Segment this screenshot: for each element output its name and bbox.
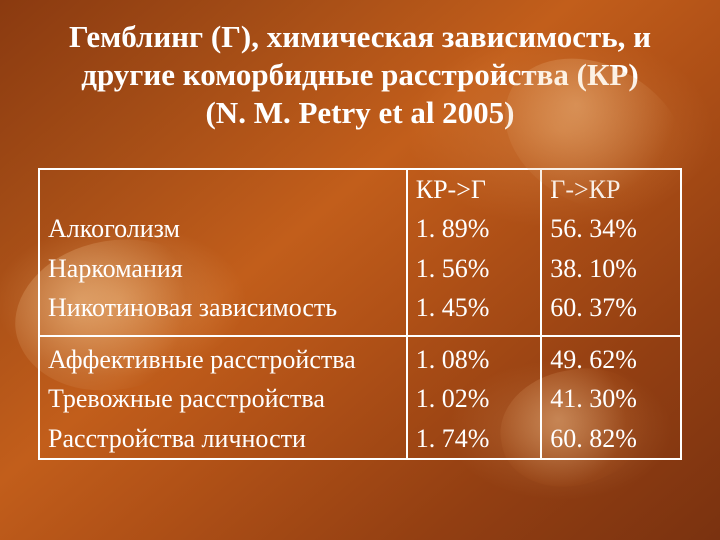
row-label: Аффективные расстройства — [39, 336, 407, 379]
row-g-kr: 60. 82% — [541, 419, 681, 459]
table-row: Алкоголизм 1. 89% 56. 34% — [39, 209, 681, 248]
row-label: Тревожные расстройства — [39, 379, 407, 418]
row-kr-g: 1. 89% — [407, 209, 542, 248]
title-line-2: другие коморбидные расстройства (КР) — [81, 57, 638, 92]
slide: Гемблинг (Г), химическая зависимость, и … — [0, 0, 720, 540]
row-kr-g: 1. 02% — [407, 379, 542, 418]
row-kr-g: 1. 74% — [407, 419, 542, 459]
row-g-kr: 56. 34% — [541, 209, 681, 248]
data-table-wrapper: КР->Г Г->КР Алкоголизм 1. 89% 56. 34% На… — [38, 168, 682, 460]
row-kr-g: 1. 08% — [407, 336, 542, 379]
table-row: Тревожные расстройства 1. 02% 41. 30% — [39, 379, 681, 418]
row-label: Алкоголизм — [39, 209, 407, 248]
row-label: Расстройства личности — [39, 419, 407, 459]
table-row: Никотиновая зависимость 1. 45% 60. 37% — [39, 288, 681, 327]
title-line-3: (N. M. Petry et al 2005) — [205, 95, 514, 130]
table-header-row: КР->Г Г->КР — [39, 169, 681, 209]
row-g-kr: 60. 37% — [541, 288, 681, 327]
slide-title: Гемблинг (Г), химическая зависимость, и … — [0, 0, 720, 131]
table-row: Аффективные расстройства 1. 08% 49. 62% — [39, 336, 681, 379]
header-kr-g: КР->Г — [407, 169, 542, 209]
row-kr-g: 1. 56% — [407, 249, 542, 288]
header-blank — [39, 169, 407, 209]
comorbidity-table: КР->Г Г->КР Алкоголизм 1. 89% 56. 34% На… — [38, 168, 682, 460]
table-spacer — [39, 327, 681, 336]
row-label: Никотиновая зависимость — [39, 288, 407, 327]
header-g-kr: Г->КР — [541, 169, 681, 209]
row-label: Наркомания — [39, 249, 407, 288]
title-line-1: Гемблинг (Г), химическая зависимость, и — [69, 19, 651, 54]
row-kr-g: 1. 45% — [407, 288, 542, 327]
row-g-kr: 49. 62% — [541, 336, 681, 379]
row-g-kr: 41. 30% — [541, 379, 681, 418]
row-g-kr: 38. 10% — [541, 249, 681, 288]
table-row: Наркомания 1. 56% 38. 10% — [39, 249, 681, 288]
table-row: Расстройства личности 1. 74% 60. 82% — [39, 419, 681, 459]
